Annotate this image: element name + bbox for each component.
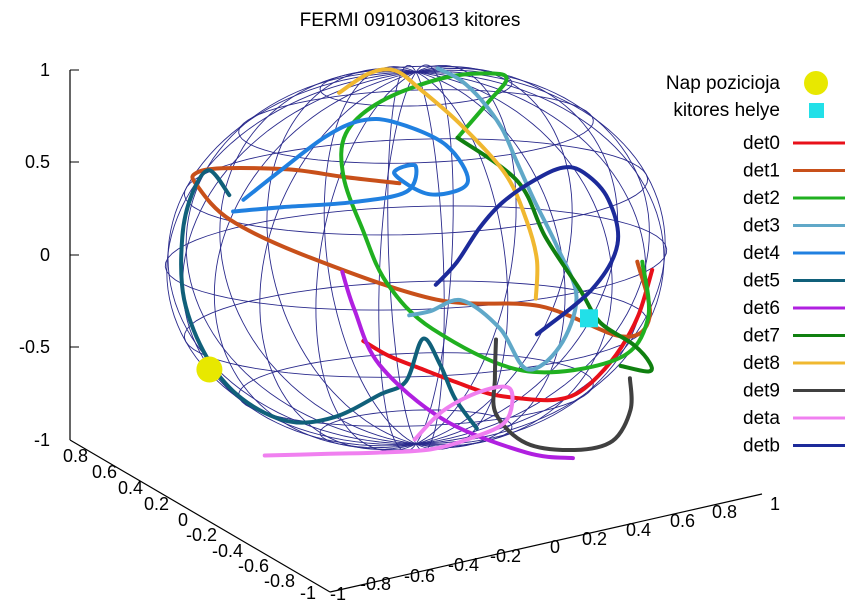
- x-tick-label: 0: [178, 510, 188, 530]
- legend-label-det4: det4: [743, 243, 780, 264]
- parallel-line: [238, 89, 594, 164]
- parallel-line: [238, 352, 594, 427]
- legend-label-det3: det3: [743, 216, 780, 237]
- meridian-line: [185, 71, 417, 445]
- legend-label-det5: det5: [743, 271, 780, 292]
- x-tick-label: 0.8: [63, 446, 88, 466]
- legend-label-detb: detb: [743, 436, 780, 457]
- legend-label-det1: det1: [743, 161, 780, 182]
- legend-label-det7: det7: [743, 326, 780, 347]
- y-tick-label: -0.6: [404, 566, 435, 586]
- sun-legend-marker: [804, 71, 828, 95]
- parallel-line: [183, 138, 649, 236]
- legend-label-deta: deta: [743, 408, 780, 429]
- sun-position-marker: [196, 356, 223, 383]
- track-det5: [179, 168, 479, 431]
- y-tick-label: -0.8: [360, 574, 391, 594]
- x-tick-label: 0.2: [144, 494, 169, 514]
- y-tick-label: 0: [550, 537, 560, 557]
- legend-label-det8: det8: [743, 353, 780, 374]
- legend: Nap pozicioja kitores helye det0 det1 det2…: [666, 71, 845, 457]
- x-tick-label: -1: [300, 583, 316, 603]
- x-tick-label: -0.4: [212, 541, 243, 561]
- z-tick-label: 0.5: [25, 152, 50, 172]
- meridian-line: [415, 71, 665, 445]
- x-tick-label: -0.6: [238, 556, 269, 576]
- sphere-wireframe: [164, 64, 668, 452]
- meridian-line: [166, 71, 417, 445]
- meridian-line: [415, 71, 566, 449]
- meridian-line: [167, 71, 417, 445]
- legend-label-det0: det0: [743, 133, 780, 154]
- legend-label-det2: det2: [743, 188, 780, 209]
- track-det8: [337, 67, 540, 301]
- z-tick-label: 0: [40, 245, 50, 265]
- x-tick-label: -0.2: [186, 525, 217, 545]
- y-tick-label: 1: [770, 494, 780, 514]
- chart-title: FERMI 091030613 kitores: [300, 10, 521, 31]
- x-tick-label: 0.4: [118, 478, 143, 498]
- y-tick-label: 0.8: [712, 502, 737, 522]
- track-det6: [340, 269, 575, 461]
- z-tick-label: 1: [40, 60, 50, 80]
- y-tick-label: -1: [330, 584, 346, 604]
- track-det0: [361, 267, 655, 403]
- track-det2: [339, 71, 651, 375]
- y-tick-label: 0.6: [670, 511, 695, 531]
- y-tick-label: -0.4: [448, 555, 479, 575]
- legend-label-burst: kitores helye: [673, 100, 780, 121]
- parallel-line: [183, 280, 649, 378]
- legend-label-det6: det6: [743, 298, 780, 319]
- track-deta: [262, 384, 515, 458]
- track-det4: [231, 117, 470, 214]
- z-tick-label: -1: [34, 430, 50, 450]
- z-tick-label: -0.5: [19, 337, 50, 357]
- burst-legend-marker: [809, 103, 824, 118]
- meridian-line: [315, 71, 417, 452]
- base-axes: [69, 439, 763, 593]
- x-tick-label: 0.6: [92, 462, 117, 482]
- legend-label-sun: Nap pozicioja: [666, 73, 780, 94]
- x-tick-label: -0.8: [264, 571, 295, 591]
- detector-tracks: [179, 66, 655, 461]
- burst-position-marker: [580, 309, 598, 328]
- track-detb: [433, 165, 621, 337]
- z-axis: 1 0.5 0 -0.5 -1: [19, 60, 79, 450]
- y-tick-label: 0.4: [626, 520, 651, 540]
- y-tick-label: 0.2: [582, 529, 607, 549]
- position-markers: [196, 309, 598, 383]
- meridian-line: [415, 71, 666, 445]
- legend-label-det9: det9: [743, 381, 780, 402]
- meridian-line: [219, 69, 417, 445]
- track-det7: [455, 135, 654, 374]
- y-axis: -1 -0.8 -0.6 -0.4 -0.2 0 0.2 0.4 0.6 0.8…: [330, 494, 780, 604]
- x-axis: 0.8 0.6 0.4 0.2 0 -0.2 -0.4 -0.6 -0.8 -1: [63, 446, 316, 603]
- track-det9: [491, 337, 634, 453]
- y-tick-label: -0.2: [490, 546, 521, 566]
